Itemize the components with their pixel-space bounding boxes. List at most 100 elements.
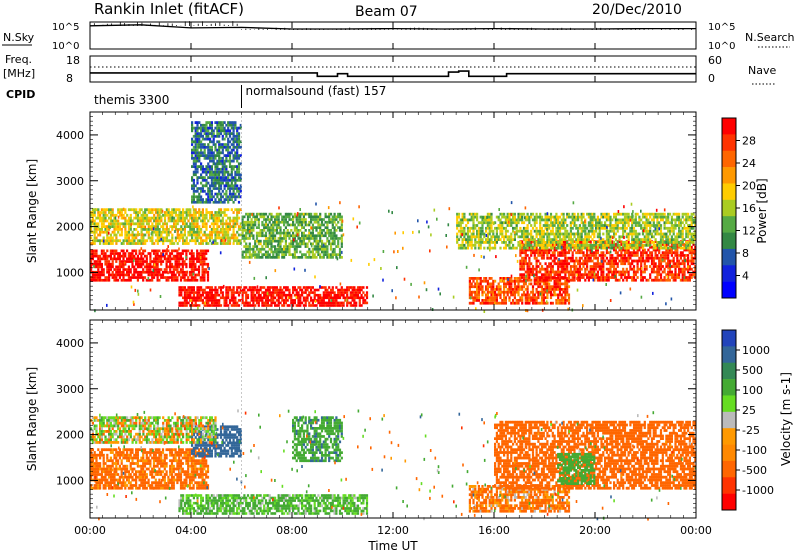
power-cell	[589, 224, 592, 227]
power-cell	[360, 293, 363, 297]
power-cell	[564, 270, 567, 274]
power-cell	[192, 222, 195, 226]
power-cell	[111, 239, 114, 243]
power-cell	[567, 273, 571, 277]
power-cell	[205, 239, 208, 243]
power-cell	[326, 229, 329, 232]
power-cell	[113, 249, 116, 253]
power-cell	[620, 251, 623, 255]
power-cell	[315, 229, 318, 232]
power-cell	[225, 225, 228, 228]
power-cell	[353, 286, 356, 289]
power-cell	[176, 233, 179, 237]
power-cell	[524, 226, 527, 230]
power-cell	[172, 268, 175, 271]
power-cell	[290, 234, 293, 238]
power-cell	[149, 228, 152, 231]
power-cell	[577, 243, 580, 247]
power-cell	[510, 279, 513, 283]
power-cell	[558, 270, 562, 274]
power-cell	[320, 220, 324, 224]
power-cell	[501, 235, 504, 239]
power-cell	[299, 212, 302, 216]
power-cell	[102, 208, 105, 212]
power-cell	[546, 270, 549, 274]
power-cell	[526, 215, 529, 219]
power-cell	[456, 235, 459, 239]
power-cell	[494, 288, 497, 291]
power-cell	[203, 304, 206, 307]
power-cell	[124, 225, 127, 228]
power-cell	[183, 291, 186, 294]
power-cell	[286, 245, 289, 248]
power-cell	[562, 221, 565, 225]
power-cell	[299, 296, 302, 300]
power-cell	[183, 228, 186, 231]
power-cell	[569, 221, 572, 225]
power-cell	[593, 262, 596, 266]
power-cell	[232, 286, 235, 289]
power-cell	[564, 226, 567, 230]
power-cell	[169, 252, 172, 255]
power-cell	[577, 238, 580, 241]
power-cell	[591, 243, 594, 247]
power-cell	[126, 239, 129, 243]
power-cell	[254, 223, 257, 227]
power-cell	[551, 243, 554, 246]
power-cell	[338, 288, 342, 292]
power-cell	[274, 296, 277, 300]
power-cell	[535, 226, 538, 230]
power-cell	[687, 254, 690, 257]
power-cell	[173, 219, 176, 223]
power-cell	[191, 304, 194, 307]
power-cell	[206, 278, 210, 282]
power-cell	[472, 232, 475, 236]
power-cell	[142, 276, 145, 279]
power-cell	[165, 262, 168, 266]
power-cell	[549, 270, 553, 274]
power-cell	[641, 278, 645, 282]
power-cell	[275, 215, 278, 219]
power-cell	[182, 233, 185, 237]
power-cell	[234, 299, 237, 302]
power-cell	[479, 235, 482, 239]
power-cell	[219, 288, 223, 292]
power-cell	[595, 254, 598, 257]
power-cell	[261, 256, 264, 259]
power-cell	[118, 225, 122, 228]
power-cell	[163, 213, 167, 217]
power-cell	[261, 304, 264, 307]
power-cell	[194, 242, 197, 245]
power-cell	[243, 234, 246, 238]
power-cell	[640, 251, 643, 255]
power-cell	[477, 221, 480, 225]
power-cell	[477, 296, 480, 300]
power-cell	[573, 265, 576, 268]
power-cell	[181, 252, 184, 255]
power-cell	[191, 213, 194, 217]
power-cell	[199, 262, 202, 266]
power-cell	[488, 241, 491, 244]
power-cell	[674, 267, 677, 271]
power-cell	[681, 243, 684, 246]
power-cell	[230, 291, 233, 294]
power-cell	[311, 215, 314, 219]
power-cell	[555, 277, 558, 280]
power-cell	[311, 237, 314, 240]
power-cell	[315, 245, 318, 248]
power-cell	[566, 265, 569, 268]
power-cell	[97, 211, 100, 214]
power-cell	[652, 270, 655, 274]
power-cell	[205, 296, 208, 300]
power-cell	[566, 293, 569, 297]
power-cell	[631, 276, 634, 279]
power-cell	[486, 212, 489, 216]
power-cell	[553, 235, 556, 239]
power-cell	[459, 235, 462, 239]
power-cell	[127, 225, 131, 228]
power-cell	[176, 249, 179, 253]
power-cell	[99, 262, 102, 266]
power-cell	[254, 288, 257, 292]
power-cell	[573, 278, 576, 282]
power-cell	[542, 254, 545, 257]
